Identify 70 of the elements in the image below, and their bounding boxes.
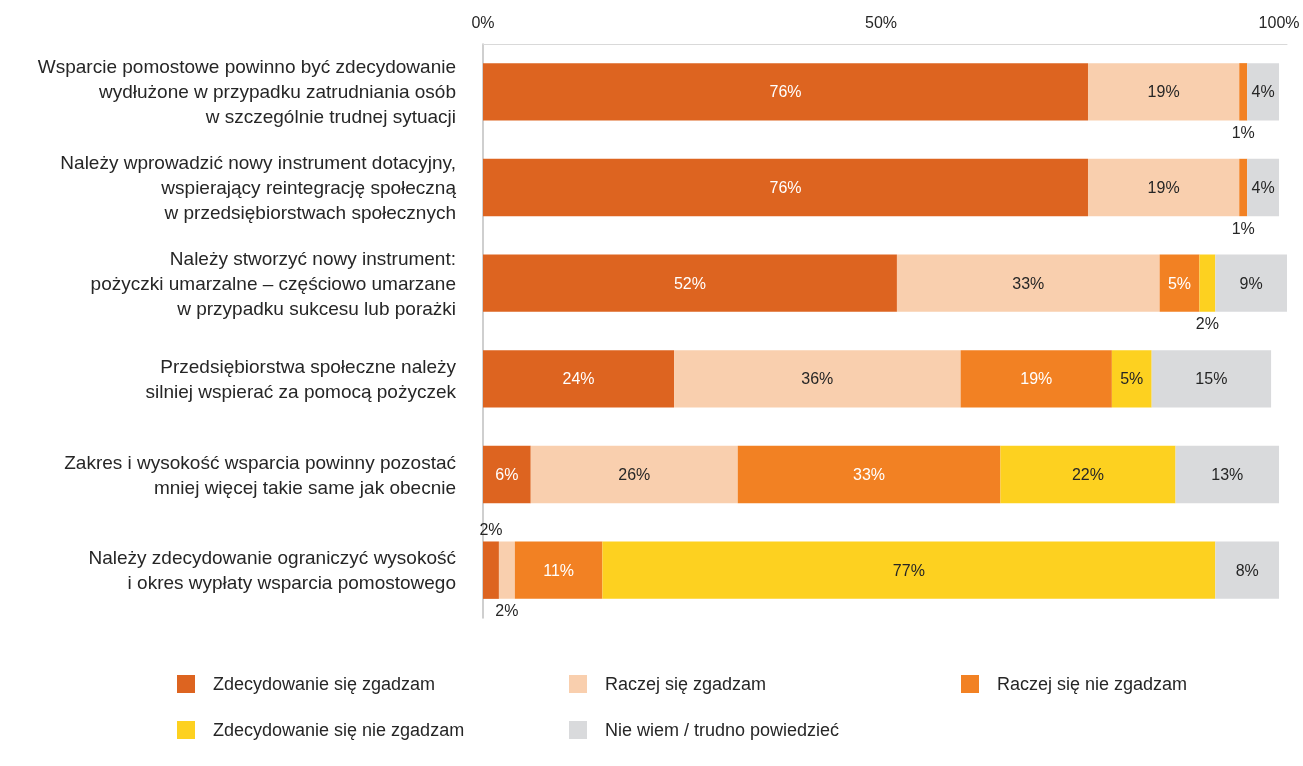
- legend-label: Zdecydowanie się nie zgadzam: [213, 720, 465, 740]
- bar: [1111, 350, 1152, 408]
- data-label: 52%: [673, 274, 706, 292]
- data-label: 26%: [618, 466, 651, 483]
- data-label: 5%: [1167, 274, 1192, 292]
- data-label: 24%: [562, 370, 595, 388]
- legend-label: Raczej się zgadzam: [605, 674, 767, 694]
- legend-label: Nie wiem / trudno powiedzieć: [605, 720, 840, 740]
- bar: [514, 541, 603, 599]
- data-label: 4%: [1251, 179, 1275, 196]
- bar: [498, 541, 515, 599]
- bar: [1239, 63, 1248, 121]
- data-label: 1%: [1231, 219, 1255, 237]
- y-tick-label: Należy stworzyć nowy instrument: pożyczki umarzalne – częściowo umarzane w przypadku sukcesu lub porażki: [90, 247, 456, 319]
- data-label: 4%: [1251, 83, 1275, 101]
- bar: [674, 350, 961, 408]
- data-label: 33%: [853, 466, 886, 483]
- bar: [1000, 445, 1176, 504]
- data-label: 8%: [1235, 561, 1259, 579]
- x-tick-label: 0%: [471, 13, 495, 31]
- legend-label: Raczej się nie zgadzam: [997, 674, 1188, 694]
- y-tick-label: Zakres i wysokość wsparcia powinny pozostać mniej więcej takie same jak obecnie: [64, 451, 456, 498]
- y-tick-label: Wsparcie pomostowe powinno być zdecydowanie wydłużone w przypadku zatrudniania osób w szczególnie trudnej sytuacji: [37, 56, 456, 128]
- y-tick-label: Należy zdecydowanie ograniczyć wysokość i okres wypłaty wsparcia pomostowego: [88, 547, 456, 594]
- bar: [483, 541, 499, 599]
- bar: [483, 445, 531, 504]
- data-label: 9%: [1239, 274, 1263, 292]
- data-label: 76%: [769, 83, 802, 101]
- data-label: 6%: [495, 466, 519, 483]
- data-label: 11%: [543, 561, 575, 579]
- bar: [1175, 445, 1280, 504]
- bar: [1239, 158, 1248, 217]
- data-label: 2%: [495, 602, 519, 620]
- data-label: 33%: [1012, 274, 1045, 292]
- bar: [530, 445, 738, 504]
- bar: [960, 350, 1112, 408]
- legend-label: Zdecydowanie się zgadzam: [213, 674, 436, 694]
- data-label: 5%: [1120, 370, 1144, 388]
- data-label: 36%: [801, 370, 834, 388]
- data-label: 19%: [1020, 370, 1053, 388]
- data-label: 19%: [1147, 83, 1180, 101]
- bar: [1199, 254, 1216, 312]
- bar: [1247, 63, 1280, 121]
- data-label: 2%: [479, 520, 503, 538]
- bar: [1247, 158, 1280, 217]
- bar: [483, 254, 897, 312]
- bar: [896, 254, 1160, 312]
- y-tick-label: Przedsiębiorstwa społeczne należy silniej wspierać za pomocą pożyczek: [145, 355, 457, 402]
- bar: [1087, 158, 1240, 217]
- bar: [1215, 254, 1287, 312]
- data-label: 77%: [892, 561, 925, 579]
- data-label: 76%: [769, 179, 802, 196]
- bar: [1087, 63, 1240, 121]
- bar: [483, 63, 1088, 121]
- bar: [602, 541, 1216, 599]
- data-label: 19%: [1147, 179, 1180, 196]
- bar: [1215, 541, 1280, 599]
- data-label: 1%: [1231, 124, 1255, 142]
- bar: [483, 350, 675, 408]
- bar: [483, 158, 1088, 217]
- y-tick-label: Należy wprowadzić nowy instrument dotacyjny, wspierający reintegrację społeczną w przedsiębiorstwach społecznych: [60, 152, 457, 223]
- data-label: 13%: [1211, 466, 1244, 483]
- bar: [737, 445, 1001, 504]
- x-tick-label: 100%: [1258, 13, 1300, 31]
- bar: [1159, 254, 1200, 312]
- data-label: 15%: [1195, 370, 1228, 388]
- bar: [1151, 350, 1272, 408]
- data-label: 2%: [1195, 315, 1219, 333]
- x-tick-label: 50%: [865, 13, 898, 31]
- data-label: 22%: [1071, 466, 1105, 483]
